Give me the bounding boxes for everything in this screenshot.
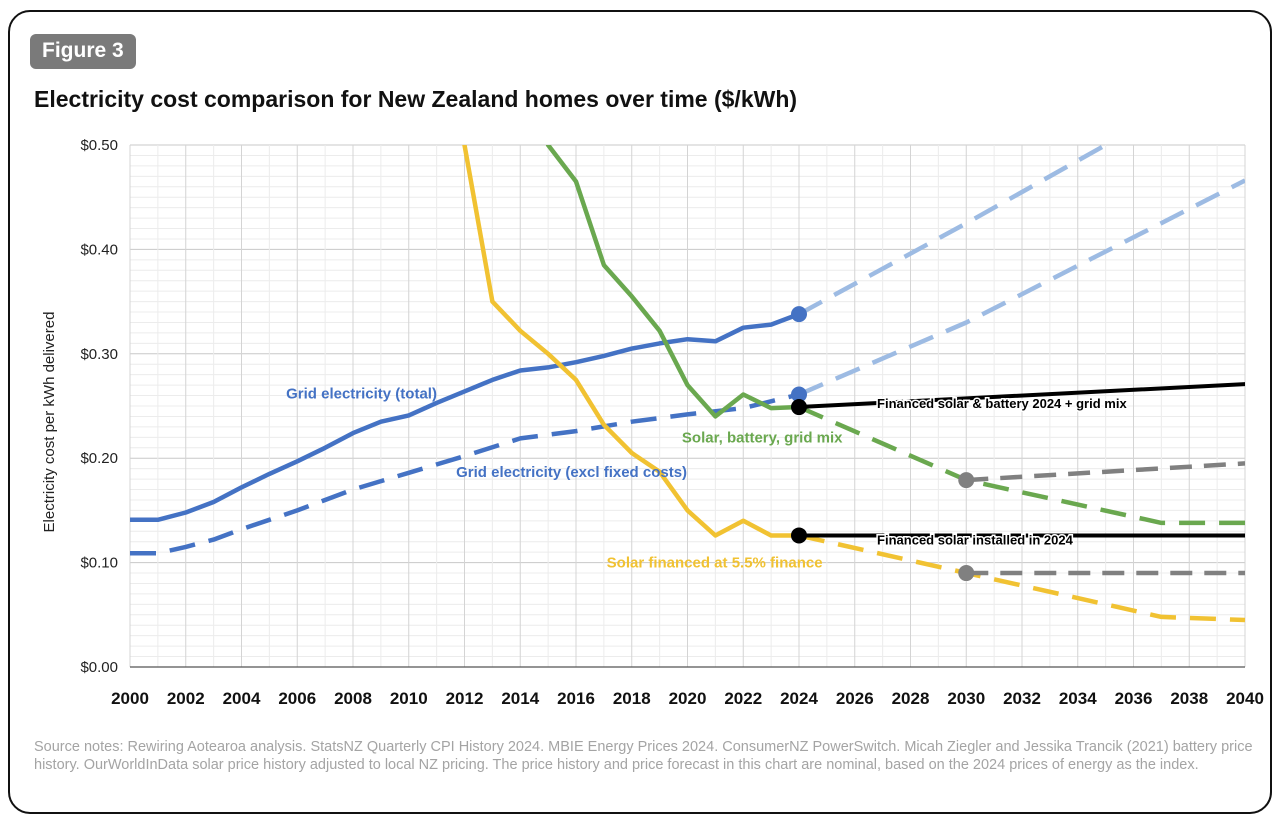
annotation-label: Financed solar installed in 2024	[877, 533, 1074, 548]
x-tick-label: 2034	[1059, 689, 1097, 708]
series-line-solar-financed	[462, 145, 802, 538]
point-marker	[791, 386, 807, 403]
figure-label: Figure 3	[30, 34, 136, 69]
y-axis-label: Electricity cost per kWh delivered	[41, 312, 58, 533]
x-tick-label: 2026	[836, 689, 874, 708]
series-line-solar-battery	[545, 145, 802, 419]
chart-title: Electricity cost comparison for New Zeal…	[34, 86, 798, 112]
x-tick-label: 2014	[501, 689, 539, 708]
y-tick-label: $0.50	[80, 137, 118, 154]
figure-frame	[8, 10, 1272, 814]
series-line-solar-battery-2030	[966, 461, 1245, 483]
point-marker	[958, 472, 975, 489]
point-marker	[791, 306, 807, 323]
series-line-fin-solar-battery-2024	[797, 382, 1245, 409]
chart: $0.00 $0.10 $0.20 $0.30 $0.40 $0.50 2000 2002 20…	[41, 137, 1264, 708]
chart-series	[130, 145, 1245, 623]
x-tick-label: 2000	[111, 689, 149, 708]
x-tick-label: 2010	[390, 689, 428, 708]
x-tick-label: 2022	[724, 689, 762, 708]
y-tick-label: $0.10	[80, 555, 118, 572]
annotation-label: Solar financed at 5.5% finance	[607, 555, 823, 572]
chart-annotations: Grid electricity (total) Grid electricity…	[286, 385, 1129, 572]
x-tick-label: 2036	[1115, 689, 1153, 708]
point-marker	[958, 565, 975, 582]
x-tick-label: 2030	[947, 689, 985, 708]
x-tick-label: 2032	[1003, 689, 1041, 708]
point-marker	[791, 527, 807, 544]
x-tick-label: 2006	[278, 689, 316, 708]
x-tick-label: 2016	[557, 689, 595, 708]
annotation-label: Grid electricity (excl fixed costs)	[456, 464, 687, 481]
x-tick-label: 2040	[1226, 689, 1264, 708]
x-tick-label: 2024	[780, 689, 818, 708]
series-line-solar-financed-forecast	[798, 533, 1245, 623]
y-tick-label: $0.00	[80, 659, 118, 676]
chart-markers	[791, 306, 975, 582]
x-tick-label: 2038	[1170, 689, 1208, 708]
series-line-grid-total-forecast-upper	[797, 145, 1107, 317]
x-tick-label: 2018	[613, 689, 651, 708]
series-line-grid-total-forecast-lower	[798, 178, 1245, 397]
series-line-grid-total	[130, 311, 802, 523]
x-tick-label: 2002	[167, 689, 205, 708]
annotation-label: Financed solar & battery 2024 + grid mix	[877, 396, 1127, 411]
y-tick-label: $0.40	[80, 241, 118, 258]
series-line-solar-battery-forecast	[798, 404, 1245, 526]
x-tick-label: 2028	[892, 689, 930, 708]
y-tick-label: $0.30	[80, 346, 118, 363]
annotation-label: Solar, battery, grid mix	[682, 429, 843, 446]
series-line-grid-excl	[130, 392, 800, 556]
x-tick-label: 2004	[223, 689, 261, 708]
x-tick-label: 2020	[669, 689, 707, 708]
x-tick-label: 2012	[446, 689, 484, 708]
source-notes: Source notes: Rewiring Aotearoa analysis…	[34, 739, 1253, 773]
point-marker	[791, 399, 807, 416]
y-tick-label: $0.20	[80, 450, 118, 467]
x-tick-label: 2008	[334, 689, 372, 708]
annotation-label: Grid electricity (total)	[286, 385, 437, 402]
chart-axes: $0.00 $0.10 $0.20 $0.30 $0.40 $0.50 2000 2002 20…	[80, 137, 1263, 708]
